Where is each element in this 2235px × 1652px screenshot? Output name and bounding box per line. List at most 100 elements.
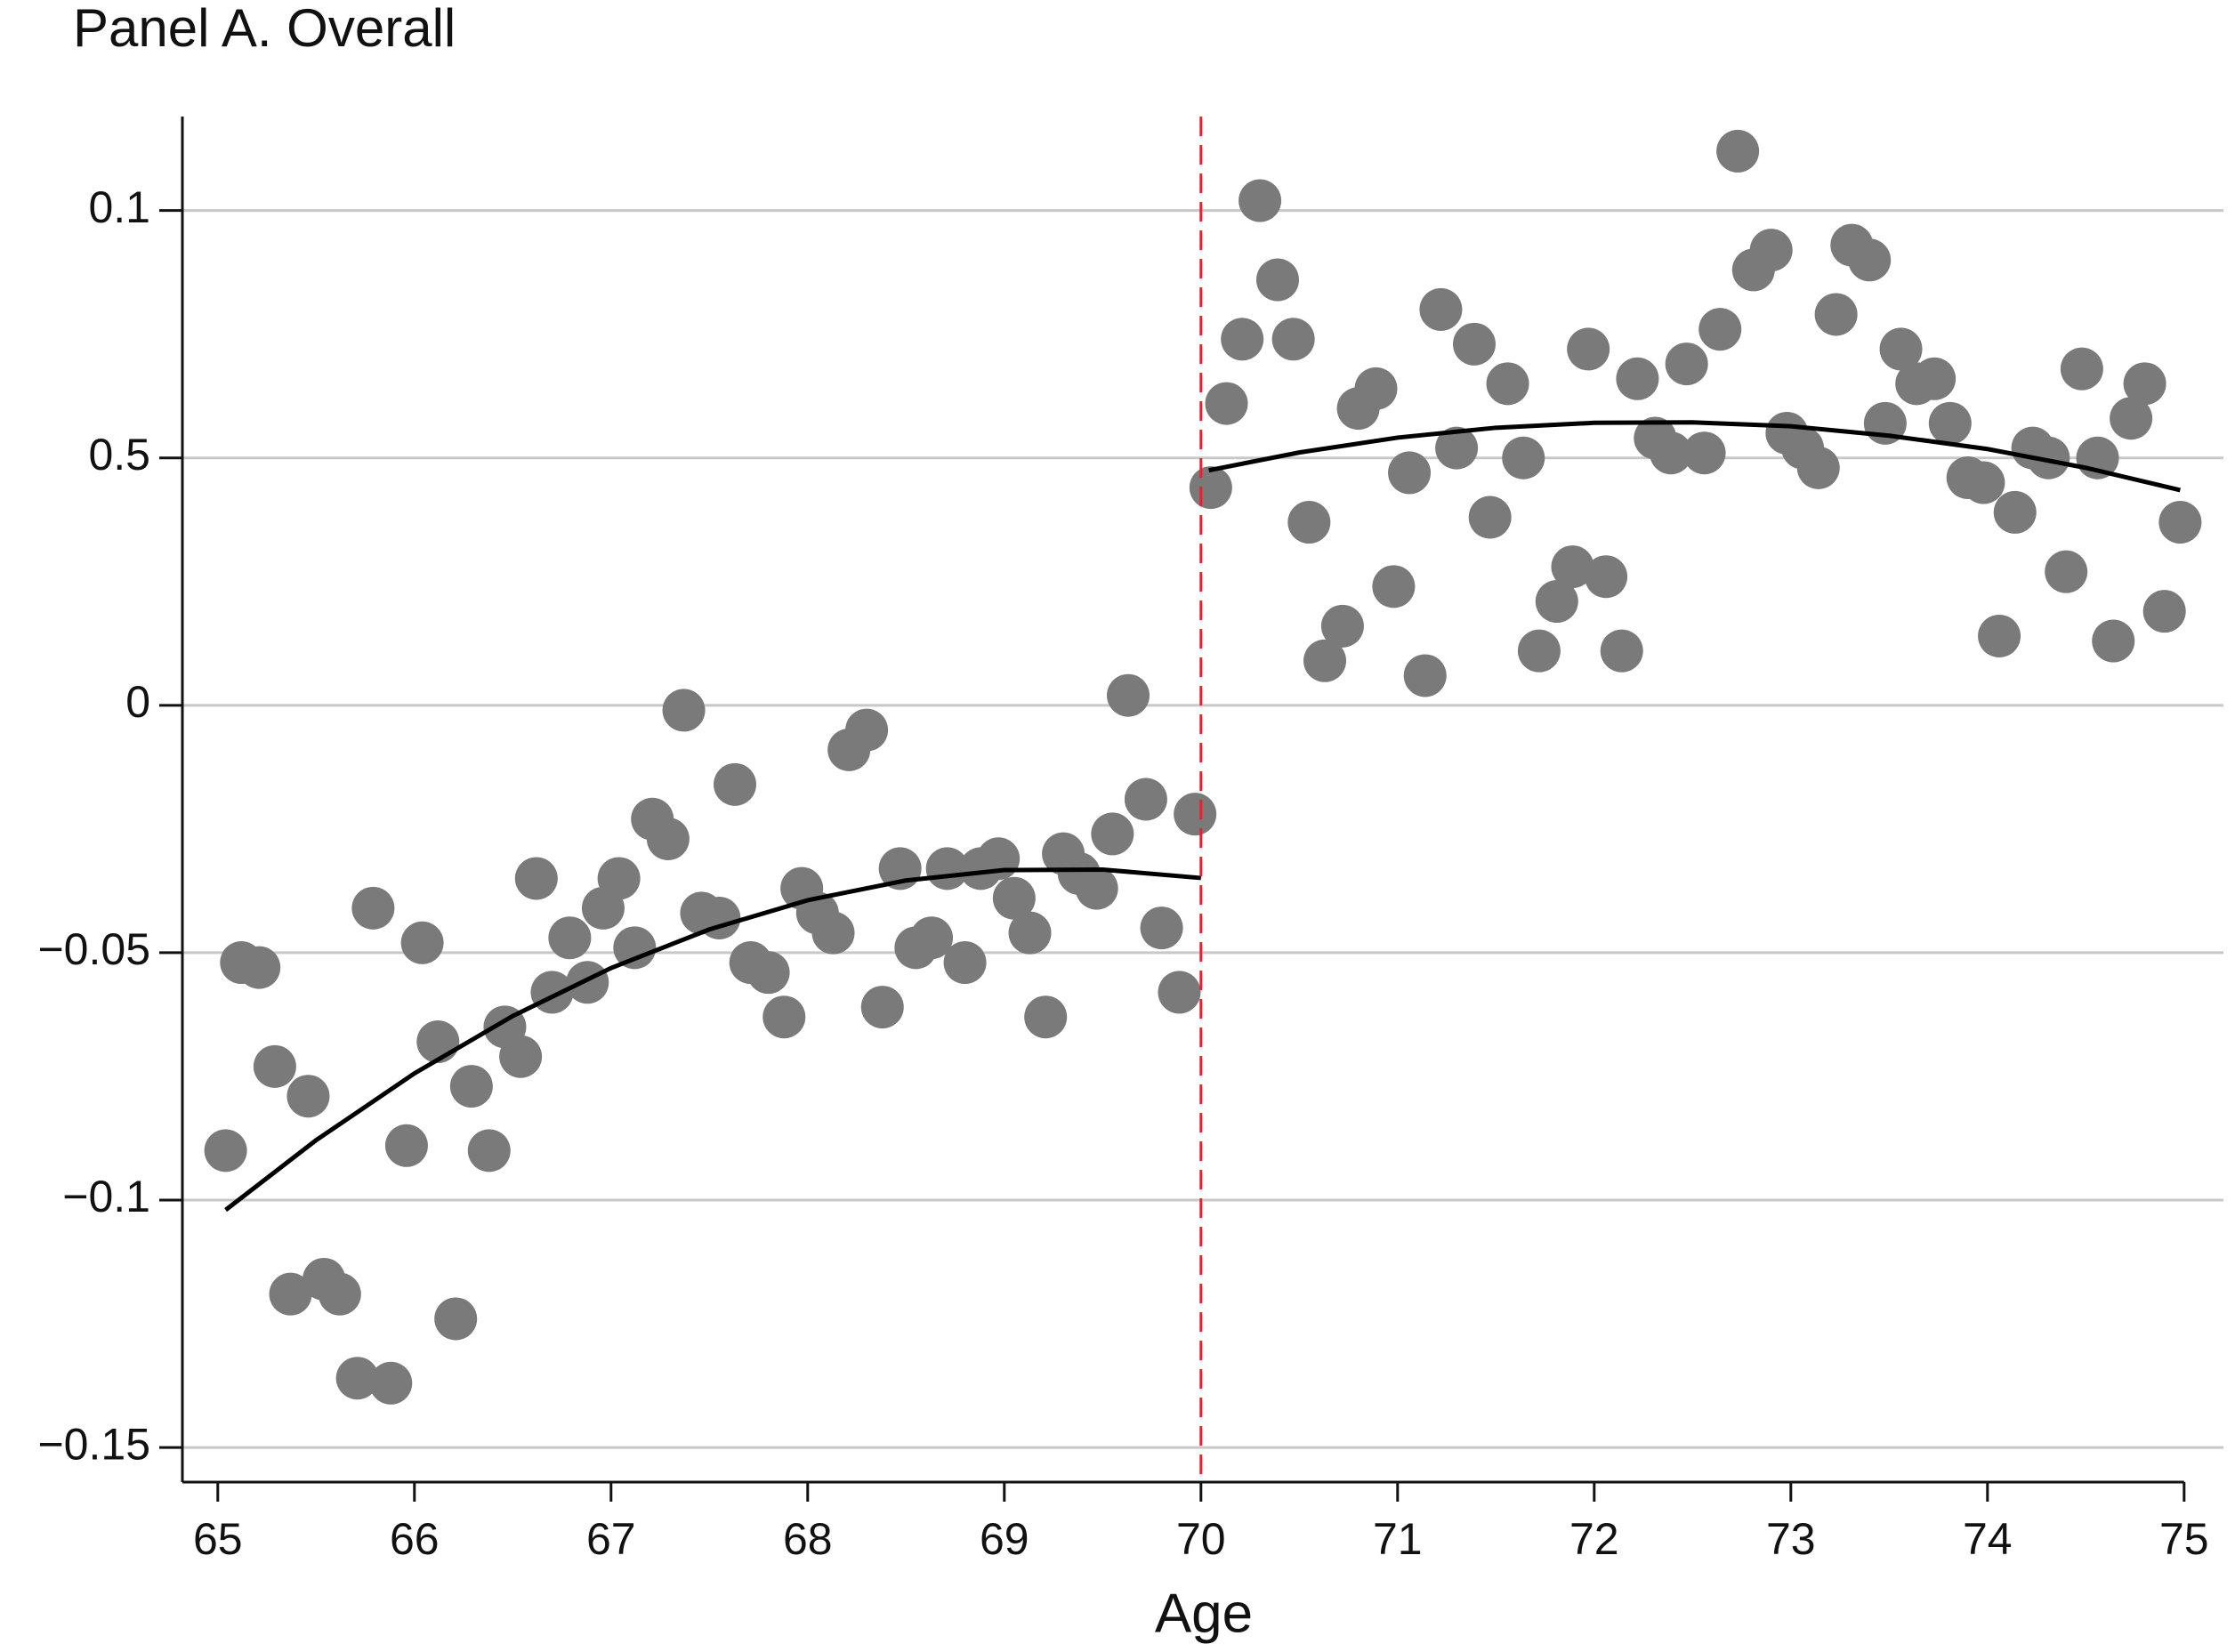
point — [253, 1044, 296, 1088]
point — [286, 1075, 330, 1118]
point — [1239, 179, 1282, 222]
point — [1221, 318, 1264, 361]
point — [548, 916, 592, 960]
point — [1107, 673, 1150, 717]
point — [2045, 550, 2088, 593]
point — [1698, 308, 1742, 351]
point — [1649, 431, 1692, 475]
point — [384, 1124, 428, 1167]
x-tick-label: 67 — [586, 1514, 636, 1564]
x-tick-label: 68 — [783, 1514, 833, 1564]
y-tick-label: −0.1 — [62, 1172, 150, 1221]
point — [369, 1361, 413, 1405]
point — [860, 986, 904, 1029]
point — [467, 1129, 511, 1173]
point — [514, 857, 558, 900]
point — [204, 1129, 247, 1173]
point — [1419, 287, 1463, 331]
point — [1879, 327, 1923, 371]
point — [1091, 812, 1134, 856]
x-tick-label: 73 — [1766, 1514, 1816, 1564]
point — [416, 1020, 460, 1064]
x-tick-label: 65 — [193, 1514, 243, 1564]
point — [1024, 995, 1068, 1039]
point — [1271, 318, 1315, 361]
point — [1585, 555, 1628, 599]
point — [1567, 327, 1610, 371]
point — [1140, 907, 1183, 950]
point — [1075, 866, 1118, 910]
point — [335, 1357, 379, 1400]
point — [597, 857, 641, 900]
point — [318, 1272, 361, 1316]
y-tick-label: 0 — [125, 677, 150, 727]
point — [1502, 436, 1545, 479]
point — [434, 1297, 478, 1341]
point — [1749, 229, 1793, 272]
y-tick-label: −0.05 — [37, 924, 150, 974]
point — [943, 941, 987, 985]
point — [1993, 490, 2037, 534]
point — [910, 916, 954, 960]
point — [613, 926, 657, 970]
point — [1124, 778, 1167, 821]
point — [1388, 451, 1432, 495]
point — [1303, 639, 1347, 682]
point — [1814, 293, 1858, 336]
point — [762, 995, 806, 1039]
x-tick-label: 66 — [390, 1514, 440, 1564]
point — [1205, 382, 1248, 425]
point — [269, 1272, 312, 1316]
point — [351, 886, 395, 930]
point — [1716, 129, 1760, 173]
fit-line — [1208, 420, 2181, 493]
point — [1665, 342, 1708, 386]
point — [1174, 793, 1217, 836]
point — [449, 1065, 493, 1108]
point — [1913, 357, 1957, 400]
point — [646, 817, 690, 860]
point — [238, 946, 281, 989]
x-tick-label: 74 — [1963, 1514, 2013, 1564]
point — [2092, 619, 2135, 663]
point — [1551, 545, 1594, 589]
point — [662, 689, 706, 732]
point — [1535, 580, 1578, 624]
point — [2110, 397, 2153, 440]
point — [992, 876, 1036, 920]
chart-title: Panel A. Overall — [73, 0, 456, 58]
point — [714, 762, 757, 806]
point — [566, 961, 609, 1004]
x-tick-label: 70 — [1176, 1514, 1226, 1564]
point — [1158, 971, 1201, 1014]
point — [1255, 258, 1299, 302]
point — [1486, 362, 1529, 406]
point — [746, 951, 790, 995]
point — [1616, 357, 1659, 400]
x-tick-label: 69 — [980, 1514, 1029, 1564]
point — [2123, 362, 2166, 406]
point — [1320, 604, 1364, 648]
point — [1682, 431, 1726, 475]
point — [1403, 654, 1447, 697]
x-tick-label: 71 — [1373, 1514, 1423, 1564]
point — [1287, 501, 1331, 544]
point — [1796, 446, 1840, 489]
point — [845, 708, 889, 752]
point — [1848, 238, 1892, 282]
y-tick-label: 0.5 — [88, 430, 150, 479]
point — [2027, 436, 2070, 479]
point — [1435, 426, 1479, 470]
point — [1978, 614, 2021, 657]
point — [1962, 461, 2005, 504]
point — [1517, 629, 1561, 673]
point — [400, 921, 444, 964]
point — [499, 1035, 543, 1078]
point — [2158, 501, 2202, 544]
fit-line — [224, 866, 1202, 1213]
point — [1452, 322, 1496, 366]
point — [1372, 565, 1416, 608]
point — [1354, 367, 1398, 410]
